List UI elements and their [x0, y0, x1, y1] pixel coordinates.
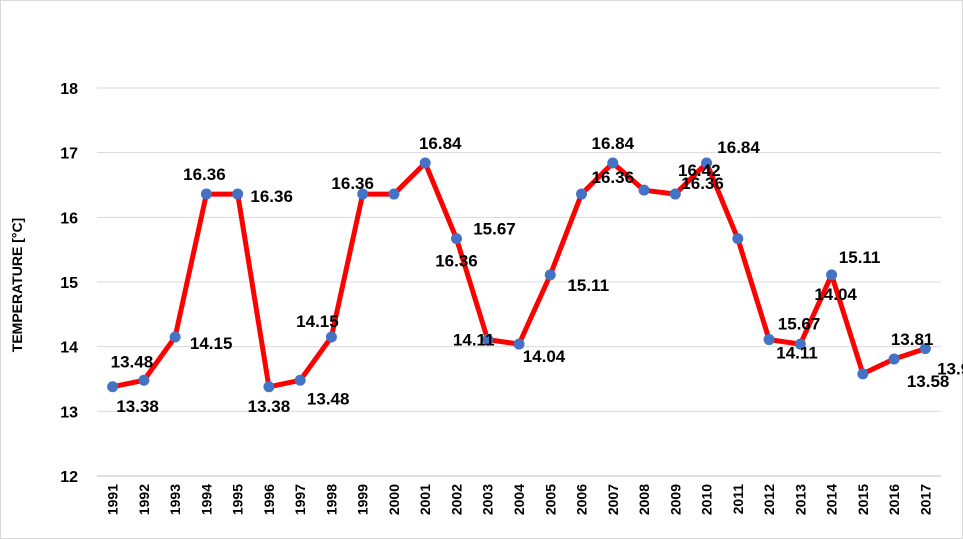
data-label: 16.36 — [250, 187, 293, 206]
data-point — [450, 233, 462, 245]
data-label: 15.67 — [778, 315, 821, 334]
data-point — [232, 188, 244, 200]
data-point — [138, 374, 150, 386]
data-label: 13.58 — [907, 372, 950, 391]
x-tick-label: 1997 — [292, 484, 308, 515]
data-label: 13.48 — [307, 389, 350, 408]
data-point — [482, 334, 494, 346]
x-tick-label: 2003 — [480, 484, 496, 515]
data-point — [200, 188, 212, 200]
data-point — [357, 188, 369, 200]
y-axis-title: TEMPERATURE [°C] — [9, 218, 25, 352]
x-tick-label: 2013 — [792, 484, 808, 515]
data-label: 13.81 — [891, 330, 934, 349]
data-label: 13.97 — [937, 360, 963, 379]
data-point — [794, 338, 806, 350]
data-label: 16.36 — [435, 252, 478, 271]
x-tick-label: 2006 — [574, 484, 590, 515]
data-label: 14.04 — [523, 347, 566, 366]
x-tick-label: 2015 — [855, 484, 871, 515]
series-markers — [107, 157, 931, 393]
x-tick-label: 2016 — [886, 484, 902, 515]
x-axis-ticks: 1991 1992 1993 1994 1995 1996 1997 1998 1999 2000… — [105, 484, 934, 515]
data-label: 13.38 — [116, 397, 159, 416]
data-point — [294, 374, 306, 386]
data-label: 16.36 — [681, 174, 724, 193]
x-tick-label: 2012 — [761, 484, 777, 515]
y-tick-label: 18 — [60, 81, 78, 98]
data-label: 14.11 — [453, 331, 495, 350]
data-label: 13.38 — [248, 397, 291, 416]
x-tick-label: 2004 — [511, 484, 527, 515]
data-label: 16.84 — [419, 134, 462, 153]
data-label: 14.15 — [190, 334, 233, 353]
x-tick-label: 2008 — [636, 484, 652, 515]
data-point — [388, 188, 400, 200]
x-tick-label: 1999 — [355, 484, 371, 515]
x-tick-label: 2007 — [605, 484, 621, 515]
data-point — [325, 331, 337, 343]
data-point — [107, 381, 119, 393]
y-axis-ticks: 12 13 14 15 16 17 18 — [60, 81, 78, 486]
x-tick-label: 1992 — [136, 484, 152, 515]
x-tick-label: 2002 — [448, 484, 464, 515]
data-point — [576, 188, 588, 200]
x-tick-label: 2017 — [917, 484, 933, 515]
y-tick-label: 17 — [60, 146, 78, 163]
data-point — [263, 381, 275, 393]
x-tick-label: 2009 — [667, 484, 683, 515]
data-point — [607, 157, 619, 169]
data-labels: 13.38 13.48 14.15 16.36 16.36 13.38 13.48 14.15… — [111, 134, 963, 416]
data-label: 16.84 — [592, 134, 635, 153]
y-tick-label: 12 — [60, 469, 78, 486]
data-point — [826, 269, 838, 281]
data-point — [544, 269, 556, 281]
x-tick-label: 2010 — [699, 484, 715, 515]
data-label: 15.67 — [473, 220, 516, 239]
x-tick-label: 2005 — [542, 484, 558, 515]
data-point — [732, 233, 744, 245]
x-tick-label: 1991 — [105, 484, 121, 515]
y-tick-label: 16 — [60, 210, 78, 227]
data-point — [857, 368, 869, 380]
x-tick-label: 2011 — [730, 484, 746, 515]
data-point — [638, 184, 650, 196]
data-label: 16.36 — [331, 174, 374, 193]
data-label: 14.04 — [814, 285, 857, 304]
data-point — [888, 353, 900, 365]
y-tick-label: 15 — [60, 275, 78, 292]
data-label: 16.84 — [717, 138, 760, 157]
data-label: 14.15 — [296, 312, 339, 331]
data-point — [669, 188, 681, 200]
data-label: 15.11 — [839, 248, 881, 267]
x-tick-label: 2014 — [824, 484, 840, 515]
x-tick-label: 1998 — [323, 484, 339, 515]
data-label: 16.36 — [592, 168, 635, 187]
data-label: 15.11 — [567, 276, 609, 295]
data-point — [919, 343, 931, 355]
x-tick-label: 1996 — [261, 484, 277, 515]
x-tick-label: 1995 — [230, 484, 246, 515]
x-tick-label: 1993 — [167, 484, 183, 515]
data-point — [763, 334, 775, 346]
y-tick-label: 14 — [60, 340, 78, 357]
data-label: 16.42 — [678, 161, 721, 180]
data-point — [513, 338, 525, 350]
gridlines — [97, 87, 941, 477]
data-point — [419, 157, 431, 169]
x-tick-label: 2000 — [386, 484, 402, 515]
data-point — [701, 157, 713, 169]
x-tick-label: 1994 — [198, 484, 214, 515]
x-tick-label: 2001 — [417, 484, 433, 515]
data-point — [169, 331, 181, 343]
y-tick-label: 13 — [60, 404, 78, 421]
data-label: 14.11 — [776, 344, 818, 363]
data-label: 13.48 — [111, 352, 154, 371]
data-label: 16.36 — [183, 165, 226, 184]
